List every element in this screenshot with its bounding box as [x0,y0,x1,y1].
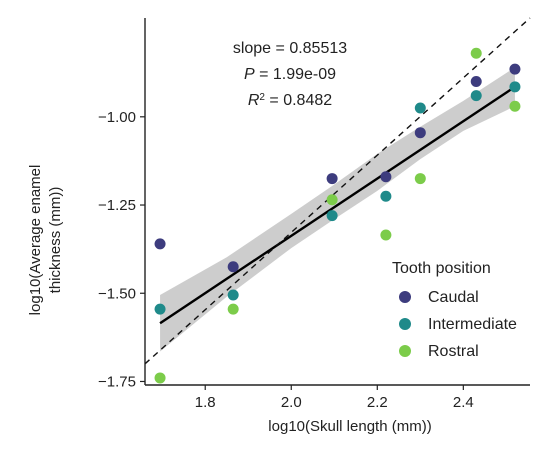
x-tick-label: 2.4 [453,394,474,411]
y-tick-label: −1.75 [98,373,136,390]
data-point-caudal [154,238,166,250]
r2-annotation: R2 = 0.8482 [248,92,332,110]
data-point-rostral [326,194,338,206]
p-value-annotation: P = 1.99e-09 [244,66,336,83]
legend: Tooth position Caudal Intermediate Rostral [392,260,517,360]
y-axis-title-line-2: thickness (mm)) [47,187,64,294]
y-tick-label: −1.50 [98,285,136,302]
y-tick-label: −1.00 [98,109,136,126]
legend-label-intermediate: Intermediate [428,316,517,333]
ticks-layer: 1.8 2.0 2.2 2.4 −1.00 −1.25 −1.50 −1.75 [98,109,474,411]
data-point-caudal [414,127,426,139]
points-layer [154,47,521,384]
data-point-rostral [470,47,482,59]
data-point-caudal [509,63,521,75]
data-point-intermediate [380,190,392,202]
p-symbol: P [244,66,255,83]
p-value-text: = 1.99e-09 [255,66,337,83]
data-point-rostral [509,100,521,112]
legend-label-caudal: Caudal [428,289,479,306]
data-point-caudal [227,261,239,273]
data-point-intermediate [227,289,239,301]
data-point-caudal [380,171,392,183]
confidence-band-layer [160,67,515,352]
data-point-intermediate [509,81,521,93]
data-point-rostral [380,229,392,241]
legend-title: Tooth position [392,260,491,277]
slope-annotation: slope = 0.85513 [233,40,347,57]
data-point-rostral [414,173,426,185]
y-axis-title-line-1: log10(Average enamel [27,165,44,316]
legend-marker-intermediate [399,318,411,330]
r2-value-text: = 0.8482 [265,92,332,109]
legend-label-rostral: Rostral [428,343,479,360]
legend-marker-caudal [399,291,411,303]
axes-layer [144,18,530,386]
line-layer [144,17,531,365]
legend-marker-rostral [399,345,411,357]
x-axis-title: log10(Skull length (mm)) [268,418,431,435]
reference-dashed-line [144,17,531,365]
data-point-caudal [326,173,338,185]
r-symbol: R [248,92,260,109]
data-point-intermediate [154,303,166,315]
data-point-intermediate [414,102,426,114]
confidence-band [160,67,515,352]
data-point-rostral [154,372,166,384]
data-point-rostral [227,303,239,315]
x-tick-label: 1.8 [195,394,216,411]
legend-items: Caudal Intermediate Rostral [399,289,517,360]
data-point-intermediate [470,90,482,102]
y-tick-label: −1.25 [98,197,136,214]
data-point-intermediate [326,210,338,222]
x-tick-label: 2.2 [367,394,388,411]
r2-superscript: 2 [259,92,265,103]
x-tick-label: 2.0 [281,394,302,411]
data-point-caudal [470,76,482,88]
regression-fit-line [159,85,516,325]
